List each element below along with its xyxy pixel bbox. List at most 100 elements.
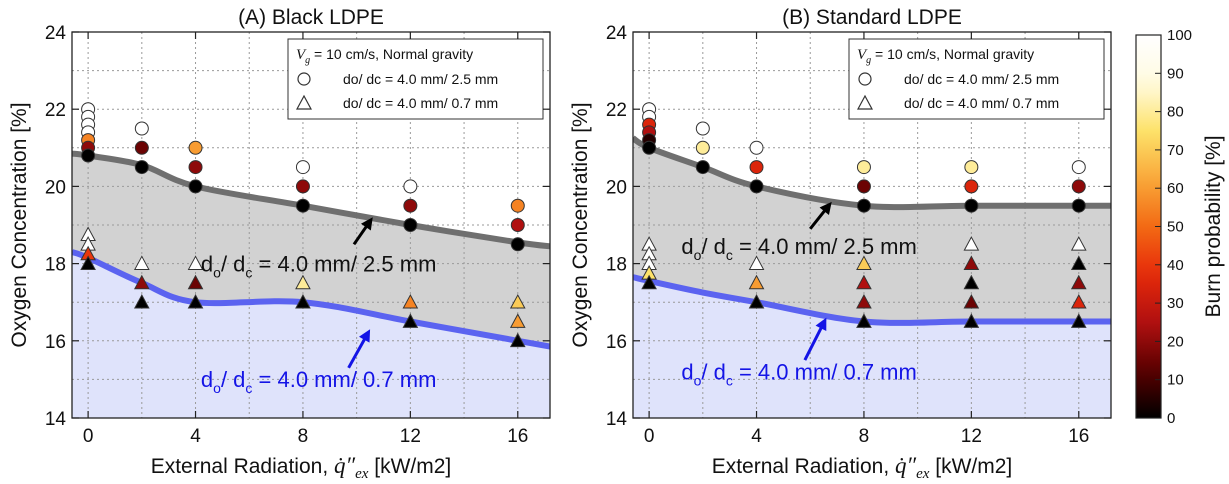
data-point-circle (856, 179, 871, 194)
colorbar-tick-label: 50 (1167, 219, 1184, 236)
boundary-line-2.5mm (72, 150, 550, 250)
annotation-sub: o (694, 247, 702, 263)
blue-region (633, 277, 1111, 418)
data-point-triangle (748, 255, 765, 270)
data-point-circle (134, 160, 149, 175)
axes: 0 4 8 12 16 14 16 18 20 22 24 (606, 23, 1111, 447)
data-point-triangle (1070, 274, 1087, 290)
annotation-label: do/ dc = 4.0 mm/ 2.5 mm (201, 251, 437, 280)
x-tick-label: 8 (298, 426, 309, 447)
data-point-circle (188, 140, 203, 155)
data-point-triangle (187, 293, 204, 309)
annotation-arrow (347, 329, 371, 369)
legend-marker-circle (297, 72, 311, 86)
x-tick-label: 12 (961, 426, 982, 447)
legend-box (848, 38, 1105, 120)
data-point-circle (1071, 198, 1086, 213)
y-tick-label: 16 (606, 332, 627, 353)
data-point-circle (510, 198, 525, 213)
legend-box (287, 38, 544, 120)
data-point-circle (749, 140, 764, 155)
arrow-shaft (352, 222, 370, 246)
y-axis-label: Oxygen Concentration [%] (8, 102, 31, 347)
data-point-triangle (509, 293, 526, 309)
legend-header-text: = 10 cm/s, Normal gravity (871, 46, 1034, 62)
annotation-sub: o (694, 372, 702, 388)
axes-frame (632, 31, 1112, 419)
data-point-triangle (133, 255, 150, 270)
annotation-label: do/ dc = 4.0 mm/ 2.5 mm (681, 234, 917, 263)
arrow-head (359, 329, 371, 343)
data-point-triangle (402, 293, 419, 309)
annotation-sub: c (245, 264, 252, 280)
grid (633, 32, 1111, 418)
data-point-circle (642, 140, 657, 155)
legend-entry-label: do/ dc = 4.0 mm/ 2.5 mm (343, 71, 498, 87)
chart-title: (A) Black LDPE (238, 6, 384, 29)
colorbar-tick-label: 40 (1167, 257, 1184, 274)
data-point-circle (964, 179, 979, 194)
blue-region (72, 252, 550, 418)
annotation-text: = 4.0 mm/ 2.5 mm (252, 251, 436, 276)
x-tick-label: 16 (1068, 426, 1089, 447)
annotation-text: d (201, 367, 213, 392)
legend-entry-label: do/ dc = 4.0 mm/ 2.5 mm (904, 71, 1059, 87)
y-tick-label: 22 (45, 100, 66, 121)
y-tick-label: 18 (606, 255, 627, 276)
data-point-circle (403, 179, 418, 194)
annotation-text: d (681, 359, 693, 384)
annotation-sub: c (726, 247, 733, 263)
data-point-triangle (133, 293, 150, 309)
boundary-line-0.7mm (633, 274, 1111, 326)
colorbar-tick-label: 20 (1167, 333, 1184, 350)
annotation-text: = 4.0 mm/ 2.5 mm (733, 234, 917, 259)
colorbar-tick-label: 10 (1167, 372, 1184, 389)
annotation-text: d (681, 234, 693, 259)
colorbar-tick-label: 30 (1167, 295, 1184, 312)
x-tick-label: 0 (83, 426, 94, 447)
arrow-head (360, 217, 373, 231)
data-point-triangle (856, 274, 872, 290)
data-point-triangle (1070, 236, 1087, 251)
data-point-circle (188, 160, 203, 175)
x-axis-label-unit: [kW/m2] (368, 455, 451, 478)
annotation-sub: o (213, 264, 221, 280)
arrow-head (819, 201, 832, 215)
data-point-triangle (748, 293, 765, 309)
data-point-circle (510, 218, 525, 232)
data-point-triangle (963, 293, 980, 309)
data-point-triangle (963, 255, 980, 270)
annotation-text: / d (221, 367, 245, 392)
arrow-shaft (803, 324, 825, 361)
data-point-triangle (641, 274, 657, 290)
data-point-triangle (80, 255, 96, 270)
legend-header: Vg = 10 cm/s, Normal gravity (296, 46, 473, 66)
data-point-circle (856, 198, 871, 213)
y-tick-label: 24 (45, 23, 67, 44)
x-tick-label: 16 (507, 426, 528, 447)
colorbar-tick-label: 60 (1167, 180, 1184, 197)
data-point-circle (510, 237, 525, 252)
boundary-line-2.5mm (633, 135, 1111, 211)
x-axis-label: External Radiation, q̇″ex [kW/m2] (151, 453, 452, 482)
data-point-circle (964, 198, 979, 213)
data-point-circle (295, 198, 310, 213)
axes: 0 4 8 12 16 14 16 18 20 22 24 (45, 23, 550, 447)
x-axis-label-symbol: q̇″ (334, 453, 356, 478)
x-axis-label-text: External Radiation, (151, 455, 334, 478)
data-point-circle (1071, 160, 1086, 175)
x-tick-label: 4 (190, 426, 201, 447)
legend-marker-circle (858, 72, 872, 86)
annotation-arrow (803, 317, 827, 361)
y-tick-label: 18 (45, 255, 66, 276)
x-tick-label: 8 (859, 426, 870, 447)
data-point-triangle (133, 274, 150, 290)
data-point-triangle (1070, 313, 1087, 328)
data-point-circle (1071, 179, 1086, 194)
legend-header: Vg = 10 cm/s, Normal gravity (857, 46, 1034, 66)
legend-header-symbol: V (857, 47, 868, 63)
colorbar-tick-label: 70 (1167, 142, 1184, 159)
x-axis-label-unit: [kW/m2] (929, 455, 1012, 478)
colorbar-tick-label: 80 (1167, 104, 1184, 121)
